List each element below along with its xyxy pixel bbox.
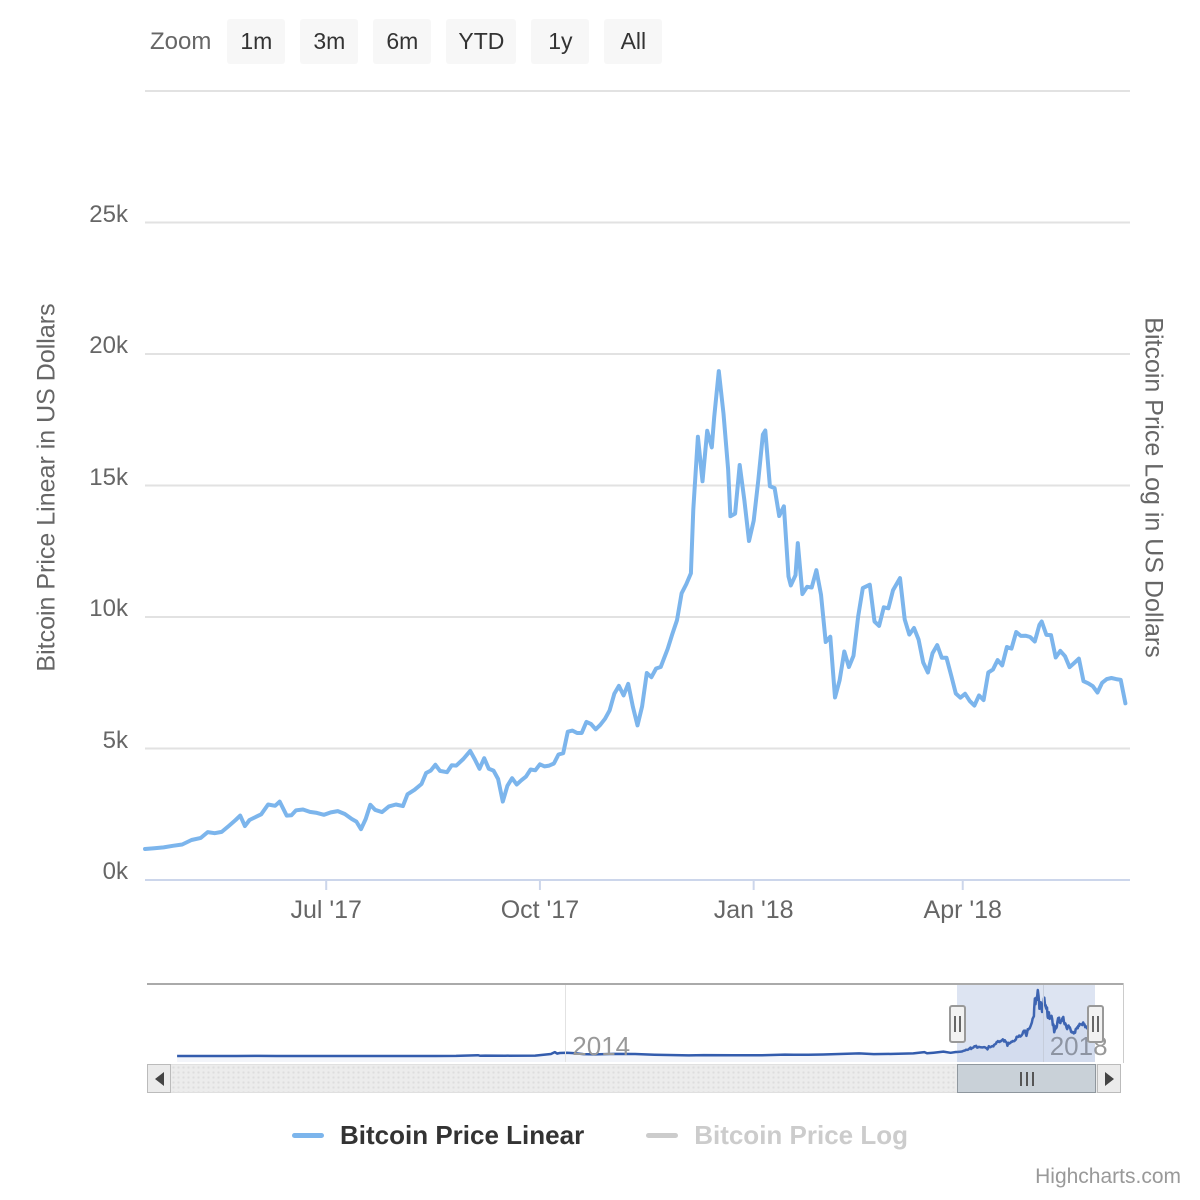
range-selector-toolbar: Zoom 1m 3m 6m YTD 1y All	[150, 19, 677, 64]
scrollbar-left-button[interactable]	[147, 1064, 171, 1093]
zoom-label: Zoom	[150, 27, 212, 55]
y-axis-label: 25k	[89, 200, 128, 228]
y-axis-label: 20k	[89, 332, 128, 359]
legend-item-bitcoin-price-log[interactable]: Bitcoin Price Log	[646, 1120, 908, 1151]
legend-item-bitcoin-price-linear[interactable]: Bitcoin Price Linear	[292, 1120, 584, 1151]
navigator-right-handle[interactable]	[1086, 1005, 1104, 1043]
scrollbar-track[interactable]	[171, 1064, 1097, 1093]
series-line-bitcoin-price-linear[interactable]	[143, 369, 1128, 851]
navigator-area-fill	[177, 990, 1096, 1062]
navigator-right-border	[1123, 983, 1124, 1063]
plot-area[interactable]	[145, 91, 1130, 880]
x-axis-label: Jul '17	[290, 896, 362, 924]
highcharts-credits[interactable]: Highcharts.com	[1035, 1165, 1181, 1188]
navigator-selected-range[interactable]	[957, 985, 1095, 1062]
zoom-button-1y[interactable]: 1y	[531, 19, 590, 64]
y-axis-label: 15k	[89, 463, 128, 491]
legend-label-log: Bitcoin Price Log	[694, 1120, 908, 1150]
legend-label-linear: Bitcoin Price Linear	[340, 1120, 585, 1150]
zoom-button-6m[interactable]: 6m	[373, 19, 432, 64]
navigator-top-border	[147, 983, 1124, 985]
navigator-gridline	[565, 985, 567, 1062]
right-arrow-icon	[1104, 1071, 1114, 1086]
y-axis-label: 5k	[102, 726, 128, 754]
scrollbar-right-button[interactable]	[1097, 1064, 1121, 1093]
navigator-gridline	[1042, 985, 1044, 1062]
navigator-left-handle[interactable]	[948, 1005, 966, 1043]
zoom-button-1m[interactable]: 1m	[227, 19, 286, 64]
navigator-series-line	[177, 988, 1097, 1058]
zoom-button-all[interactable]: All	[604, 19, 663, 64]
scrollbar-thumb[interactable]	[957, 1064, 1096, 1093]
legend-marker-log	[646, 1133, 679, 1138]
y-axis-label: 0k	[102, 858, 128, 885]
left-arrow-icon	[154, 1071, 164, 1086]
x-axis-label: Oct '17	[500, 896, 580, 924]
legend: Bitcoin Price Linear Bitcoin Price Log	[0, 1120, 1200, 1151]
legend-marker-linear	[292, 1133, 324, 1138]
x-axis-label: Apr '18	[923, 896, 1002, 924]
zoom-button-ytd[interactable]: YTD	[446, 19, 517, 64]
navigator-year-label: 2014	[572, 1031, 631, 1061]
y-axis-label: 10k	[89, 595, 128, 622]
x-axis-label: Jan '18	[713, 896, 794, 924]
zoom-button-3m[interactable]: 3m	[300, 19, 359, 64]
